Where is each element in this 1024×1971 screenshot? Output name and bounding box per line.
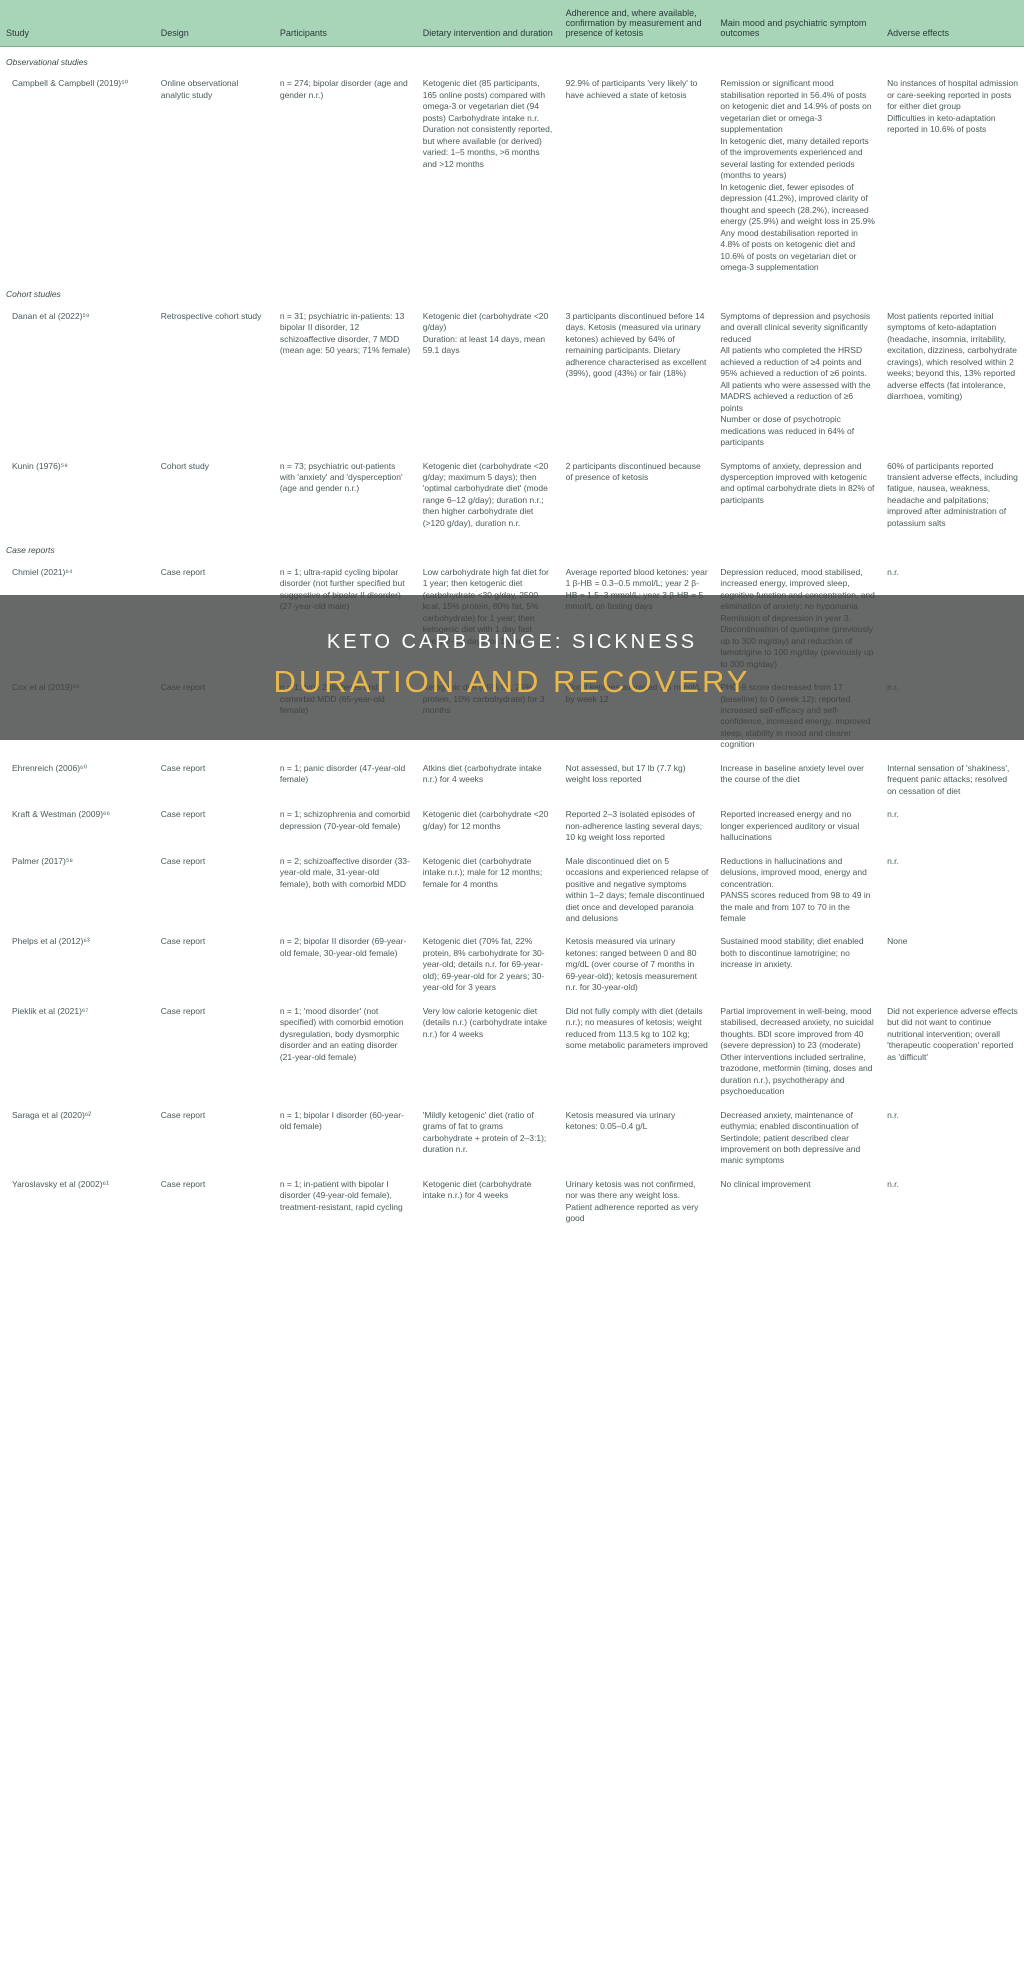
cell-mood: Reported increased energy and no longer … bbox=[714, 803, 881, 849]
col-diet: Dietary intervention and duration bbox=[417, 0, 560, 47]
cell-design: Online observational analytic study bbox=[155, 72, 274, 279]
cell-adverse: No instances of hospital admission or ca… bbox=[881, 72, 1024, 279]
col-mood: Main mood and psychiatric symptom outcom… bbox=[714, 0, 881, 47]
cell-adherence: 3 participants discontinued before 14 da… bbox=[560, 305, 715, 455]
table-row: Kraft & Westman (2009)⁶⁶Case reportn = 1… bbox=[0, 803, 1024, 849]
cell-diet: Ketogenic diet (carbohydrate intake n.r.… bbox=[417, 850, 560, 931]
cell-diet: Ketogenic diet (carbohydrate intake n.r.… bbox=[417, 1173, 560, 1231]
cell-adherence: Urinary ketosis was not confirmed, nor w… bbox=[560, 1173, 715, 1231]
cell-participants: n = 1; panic disorder (47-year-old femal… bbox=[274, 757, 417, 803]
cell-study: Kraft & Westman (2009)⁶⁶ bbox=[0, 803, 155, 849]
cell-diet: Atkins diet (carbohydrate intake n.r.) f… bbox=[417, 757, 560, 803]
cell-design: Case report bbox=[155, 1173, 274, 1231]
overlay-title: DURATION AND RECOVERY bbox=[0, 664, 1024, 700]
cell-participants: n = 274; bipolar disorder (age and gende… bbox=[274, 72, 417, 279]
cell-adverse: Did not experience adverse effects but d… bbox=[881, 1000, 1024, 1104]
cell-diet: Ketogenic diet (carbohydrate <20 g/day; … bbox=[417, 455, 560, 536]
section-title: Cohort studies bbox=[0, 279, 1024, 304]
col-adverse: Adverse effects bbox=[881, 0, 1024, 47]
cell-design: Case report bbox=[155, 850, 274, 931]
cell-participants: n = 31; psychiatric in-patients: 13 bipo… bbox=[274, 305, 417, 455]
table-row: Pieklik et al (2021)⁶⁷Case reportn = 1; … bbox=[0, 1000, 1024, 1104]
cell-diet: Ketogenic diet (carbohydrate <20 g/day)D… bbox=[417, 305, 560, 455]
title-overlay: KETO CARB BINGE: SICKNESS DURATION AND R… bbox=[0, 595, 1024, 740]
cell-participants: n = 2; bipolar II disorder (69-year-old … bbox=[274, 930, 417, 999]
cell-mood: Decreased anxiety, maintenance of euthym… bbox=[714, 1104, 881, 1173]
cell-study: Ehrenreich (2006)⁶⁰ bbox=[0, 757, 155, 803]
section-title: Case reports bbox=[0, 535, 1024, 560]
overlay-subtitle: KETO CARB BINGE: SICKNESS bbox=[0, 631, 1024, 654]
cell-mood: No clinical improvement bbox=[714, 1173, 881, 1231]
cell-study: Phelps et al (2012)⁶³ bbox=[0, 930, 155, 999]
cell-study: Saraga et al (2020)⁶² bbox=[0, 1104, 155, 1173]
cell-mood: Reductions in hallucinations and delusio… bbox=[714, 850, 881, 931]
cell-adherence: Ketosis measured via urinary ketones: ra… bbox=[560, 930, 715, 999]
cell-design: Case report bbox=[155, 1104, 274, 1173]
cell-mood: Symptoms of anxiety, depression and dysp… bbox=[714, 455, 881, 536]
table-row: Palmer (2017)⁵⁸Case reportn = 2; schizoa… bbox=[0, 850, 1024, 931]
cell-adherence: Did not fully comply with diet (details … bbox=[560, 1000, 715, 1104]
cell-mood: Increase in baseline anxiety level over … bbox=[714, 757, 881, 803]
cell-participants: n = 2; schizoaffective disorder (33-year… bbox=[274, 850, 417, 931]
cell-mood: Sustained mood stability; diet enabled b… bbox=[714, 930, 881, 999]
cell-design: Case report bbox=[155, 1000, 274, 1104]
cell-design: Case report bbox=[155, 803, 274, 849]
cell-mood: Symptoms of depression and psychosis and… bbox=[714, 305, 881, 455]
cell-study: Danan et al (2022)⁵⁹ bbox=[0, 305, 155, 455]
cell-participants: n = 1; 'mood disorder' (not specified) w… bbox=[274, 1000, 417, 1104]
col-study: Study bbox=[0, 0, 155, 47]
cell-adherence: 92.9% of participants 'very likely' to h… bbox=[560, 72, 715, 279]
cell-mood: Partial improvement in well-being, mood … bbox=[714, 1000, 881, 1104]
section-header: Case reports bbox=[0, 535, 1024, 560]
cell-design: Case report bbox=[155, 930, 274, 999]
cell-adherence: Male discontinued diet on 5 occasions an… bbox=[560, 850, 715, 931]
table-row: Phelps et al (2012)⁶³Case reportn = 2; b… bbox=[0, 930, 1024, 999]
table-row: Campbell & Campbell (2019)⁵⁰Online obser… bbox=[0, 72, 1024, 279]
cell-adverse: None bbox=[881, 930, 1024, 999]
cell-study: Pieklik et al (2021)⁶⁷ bbox=[0, 1000, 155, 1104]
col-participants: Participants bbox=[274, 0, 417, 47]
section-header: Cohort studies bbox=[0, 279, 1024, 304]
cell-mood: Remission or significant mood stabilisat… bbox=[714, 72, 881, 279]
cell-participants: n = 1; schizophrenia and comorbid depres… bbox=[274, 803, 417, 849]
table-row: Saraga et al (2020)⁶²Case reportn = 1; b… bbox=[0, 1104, 1024, 1173]
cell-diet: Very low calorie ketogenic diet (details… bbox=[417, 1000, 560, 1104]
cell-diet: Ketogenic diet (70% fat, 22% protein, 8%… bbox=[417, 930, 560, 999]
cell-participants: n = 73; psychiatric out-patients with 'a… bbox=[274, 455, 417, 536]
cell-design: Case report bbox=[155, 757, 274, 803]
cell-adherence: Ketosis measured via urinary ketones: 0.… bbox=[560, 1104, 715, 1173]
table-row: Danan et al (2022)⁵⁹Retrospective cohort… bbox=[0, 305, 1024, 455]
cell-diet: Ketogenic diet (carbohydrate <20 g/day) … bbox=[417, 803, 560, 849]
section-header: Observational studies bbox=[0, 47, 1024, 73]
cell-study: Kunin (1976)⁵⁸ bbox=[0, 455, 155, 536]
cell-design: Retrospective cohort study bbox=[155, 305, 274, 455]
cell-participants: n = 1; bipolar I disorder (60-year-old f… bbox=[274, 1104, 417, 1173]
cell-design: Cohort study bbox=[155, 455, 274, 536]
col-design: Design bbox=[155, 0, 274, 47]
cell-study: Palmer (2017)⁵⁸ bbox=[0, 850, 155, 931]
cell-adverse: n.r. bbox=[881, 1104, 1024, 1173]
cell-study: Campbell & Campbell (2019)⁵⁰ bbox=[0, 72, 155, 279]
cell-adverse: n.r. bbox=[881, 803, 1024, 849]
header-row: Study Design Participants Dietary interv… bbox=[0, 0, 1024, 47]
col-adherence: Adherence and, where available, confirma… bbox=[560, 0, 715, 47]
cell-adverse: Most patients reported initial symptoms … bbox=[881, 305, 1024, 455]
cell-adverse: n.r. bbox=[881, 1173, 1024, 1231]
cell-adherence: Reported 2–3 isolated episodes of non-ad… bbox=[560, 803, 715, 849]
cell-adherence: Not assessed, but 17 lb (7.7 kg) weight … bbox=[560, 757, 715, 803]
table-row: Yaroslavsky et al (2002)⁶¹Case reportn =… bbox=[0, 1173, 1024, 1231]
cell-diet: Ketogenic diet (85 participants, 165 onl… bbox=[417, 72, 560, 279]
section-title: Observational studies bbox=[0, 47, 1024, 73]
table-row: Ehrenreich (2006)⁶⁰Case reportn = 1; pan… bbox=[0, 757, 1024, 803]
cell-participants: n = 1; in-patient with bipolar I disorde… bbox=[274, 1173, 417, 1231]
cell-adverse: Internal sensation of 'shakiness', frequ… bbox=[881, 757, 1024, 803]
cell-adverse: 60% of participants reported transient a… bbox=[881, 455, 1024, 536]
cell-adherence: 2 participants discontinued because of p… bbox=[560, 455, 715, 536]
cell-adverse: n.r. bbox=[881, 850, 1024, 931]
cell-diet: 'Mildly ketogenic' diet (ratio of grams … bbox=[417, 1104, 560, 1173]
table-row: Kunin (1976)⁵⁸Cohort studyn = 73; psychi… bbox=[0, 455, 1024, 536]
cell-study: Yaroslavsky et al (2002)⁶¹ bbox=[0, 1173, 155, 1231]
